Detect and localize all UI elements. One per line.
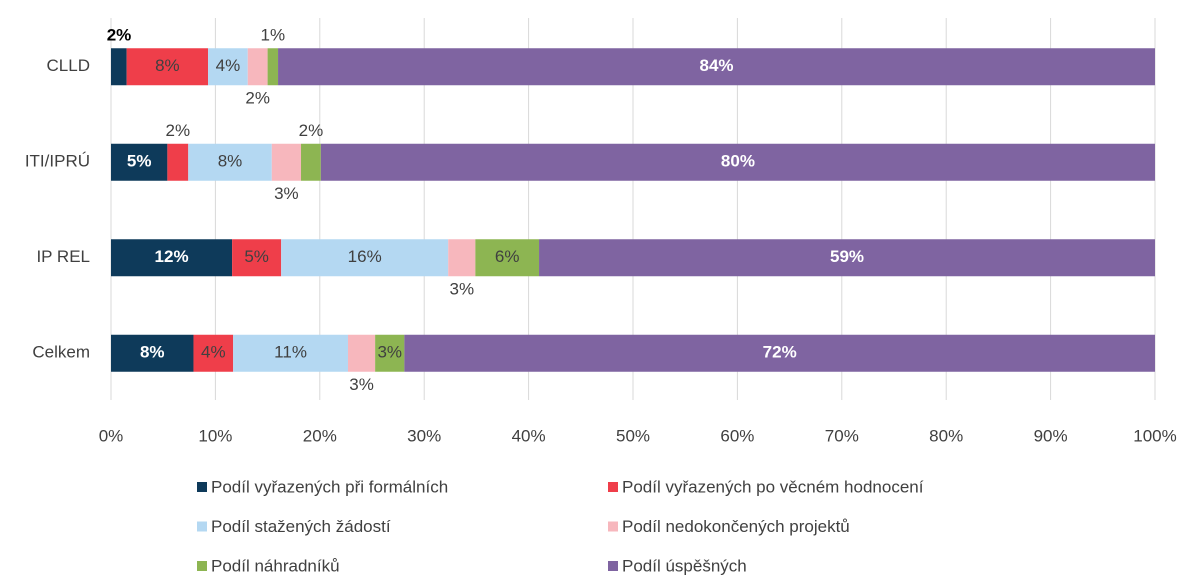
data-label: 12% xyxy=(155,247,189,266)
bar-segment xyxy=(111,239,233,277)
x-tick-label: 70% xyxy=(825,426,859,445)
data-label: 84% xyxy=(700,56,734,75)
data-label: 4% xyxy=(216,56,241,75)
data-label: 5% xyxy=(127,152,152,171)
x-tick-label: 20% xyxy=(303,426,337,445)
legend-label: Podíl nedokončených projektů xyxy=(622,517,850,536)
data-label: 2% xyxy=(107,26,132,45)
data-label: 3% xyxy=(274,184,299,203)
data-label: 2% xyxy=(245,89,270,108)
data-label: 3% xyxy=(377,343,402,362)
data-label: 80% xyxy=(721,152,755,171)
x-tick-label: 100% xyxy=(1133,426,1176,445)
legend-label: Podíl vyřazených po věcném hodnocení xyxy=(622,477,924,496)
legend-swatch xyxy=(608,521,618,532)
x-tick-label: 40% xyxy=(512,426,546,445)
data-label: 72% xyxy=(763,343,797,362)
bar-segment xyxy=(188,143,272,181)
data-label: 1% xyxy=(261,26,286,45)
data-label: 8% xyxy=(218,152,243,171)
x-tick-label: 10% xyxy=(198,426,232,445)
data-label: 59% xyxy=(830,247,864,266)
data-label: 8% xyxy=(140,343,165,362)
data-label: 3% xyxy=(449,280,474,299)
bar-segment xyxy=(193,334,234,372)
bar-segment xyxy=(233,334,348,372)
x-tick-label: 0% xyxy=(99,426,124,445)
bar-segment xyxy=(232,239,282,277)
bar-segment xyxy=(247,48,268,86)
bar-segment xyxy=(267,48,279,86)
data-label: 11% xyxy=(274,343,307,362)
y-tick-label: Celkem xyxy=(32,343,90,362)
bar-segment xyxy=(111,143,168,181)
x-tick-label: 80% xyxy=(929,426,963,445)
y-tick-label: CLLD xyxy=(47,56,90,75)
bar-segment xyxy=(281,239,449,277)
data-label: 2% xyxy=(299,121,324,140)
bar-segment xyxy=(475,239,540,277)
y-tick-label: IP REL xyxy=(36,247,90,266)
x-tick-label: 90% xyxy=(1034,426,1068,445)
bar-segment xyxy=(539,239,1155,277)
bar-segment xyxy=(167,143,189,181)
data-label: 16% xyxy=(348,247,382,266)
legend-label: Podíl úspěšných xyxy=(622,556,747,575)
data-label: 6% xyxy=(495,247,520,266)
bar-segment xyxy=(404,334,1155,372)
legend-label: Podíl náhradníků xyxy=(211,556,340,575)
bar-segment xyxy=(111,48,127,86)
bar-segment xyxy=(320,143,1155,181)
x-tick-label: 30% xyxy=(407,426,441,445)
data-label: 4% xyxy=(201,343,226,362)
x-tick-label: 50% xyxy=(616,426,650,445)
bar-segment xyxy=(375,334,405,372)
data-label: 8% xyxy=(155,56,180,75)
data-label: 5% xyxy=(244,247,269,266)
data-label: 2% xyxy=(166,121,191,140)
legend-swatch xyxy=(197,482,207,492)
bar-segment xyxy=(301,143,321,181)
bar-segment xyxy=(448,239,476,277)
bar-segment xyxy=(347,334,376,372)
data-label: 3% xyxy=(349,375,374,394)
bar-segment xyxy=(278,48,1155,86)
legend-label: Podíl vyřazených při formálních xyxy=(211,477,448,496)
bar-segment xyxy=(111,334,194,372)
legend-swatch xyxy=(608,482,618,492)
bar-segment xyxy=(126,48,209,86)
legend-swatch xyxy=(197,561,207,571)
legend-swatch xyxy=(608,561,618,571)
y-tick-label: ITI/IPRÚ xyxy=(25,152,90,171)
legend-label: Podíl stažených žádostí xyxy=(211,517,391,536)
bar-segment xyxy=(208,48,248,86)
legend-swatch xyxy=(197,521,207,532)
bar-segment xyxy=(271,143,302,181)
x-tick-label: 60% xyxy=(720,426,754,445)
